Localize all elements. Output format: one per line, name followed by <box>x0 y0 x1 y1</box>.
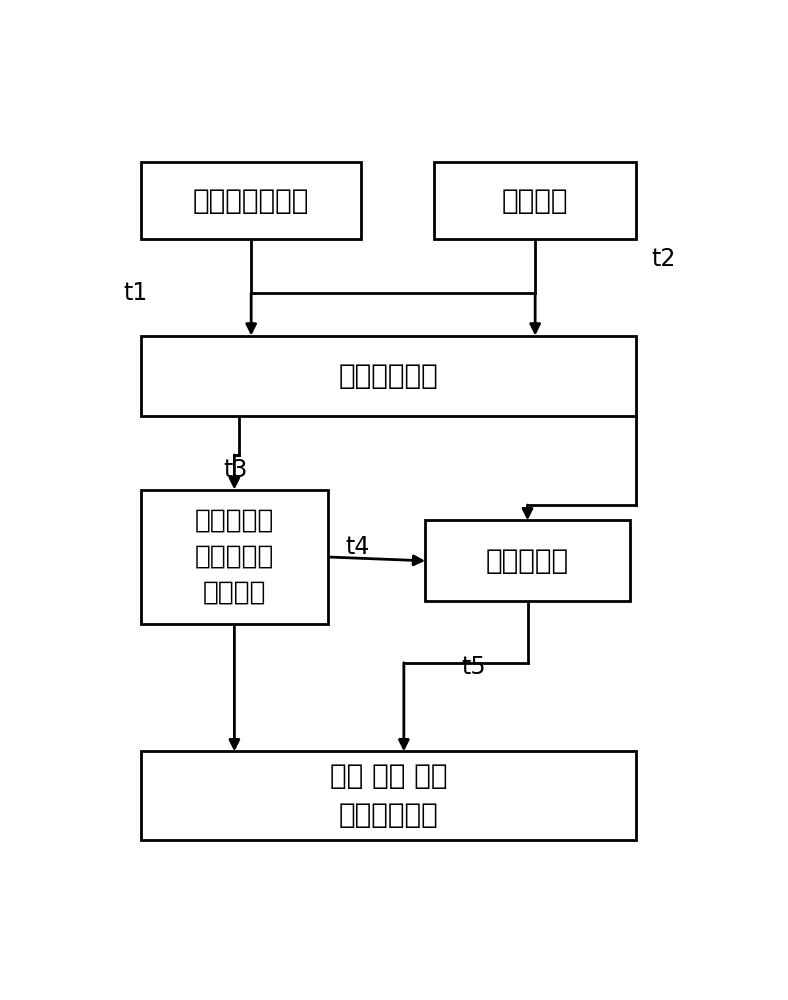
Bar <box>141 751 636 840</box>
Text: t3: t3 <box>224 458 248 482</box>
Text: 相位微跃计: 相位微跃计 <box>486 547 569 575</box>
Text: 钟差采集、
计算、驾驭
智能控制: 钟差采集、 计算、驾驭 智能控制 <box>195 508 274 606</box>
Text: 相位监测比对: 相位监测比对 <box>339 362 438 390</box>
Text: 时频溯源接收机: 时频溯源接收机 <box>193 187 310 215</box>
Text: t1: t1 <box>123 281 147 305</box>
Text: 隔离 分配 放大
时频信号输出: 隔离 分配 放大 时频信号输出 <box>330 762 448 829</box>
Bar <box>426 520 630 601</box>
Text: 原子频标: 原子频标 <box>502 187 568 215</box>
Bar <box>434 162 636 239</box>
Text: t2: t2 <box>651 247 675 271</box>
Text: t4: t4 <box>346 535 370 559</box>
Bar <box>141 336 636 416</box>
Bar <box>141 490 328 624</box>
Bar <box>141 162 361 239</box>
Text: t5: t5 <box>462 655 486 679</box>
